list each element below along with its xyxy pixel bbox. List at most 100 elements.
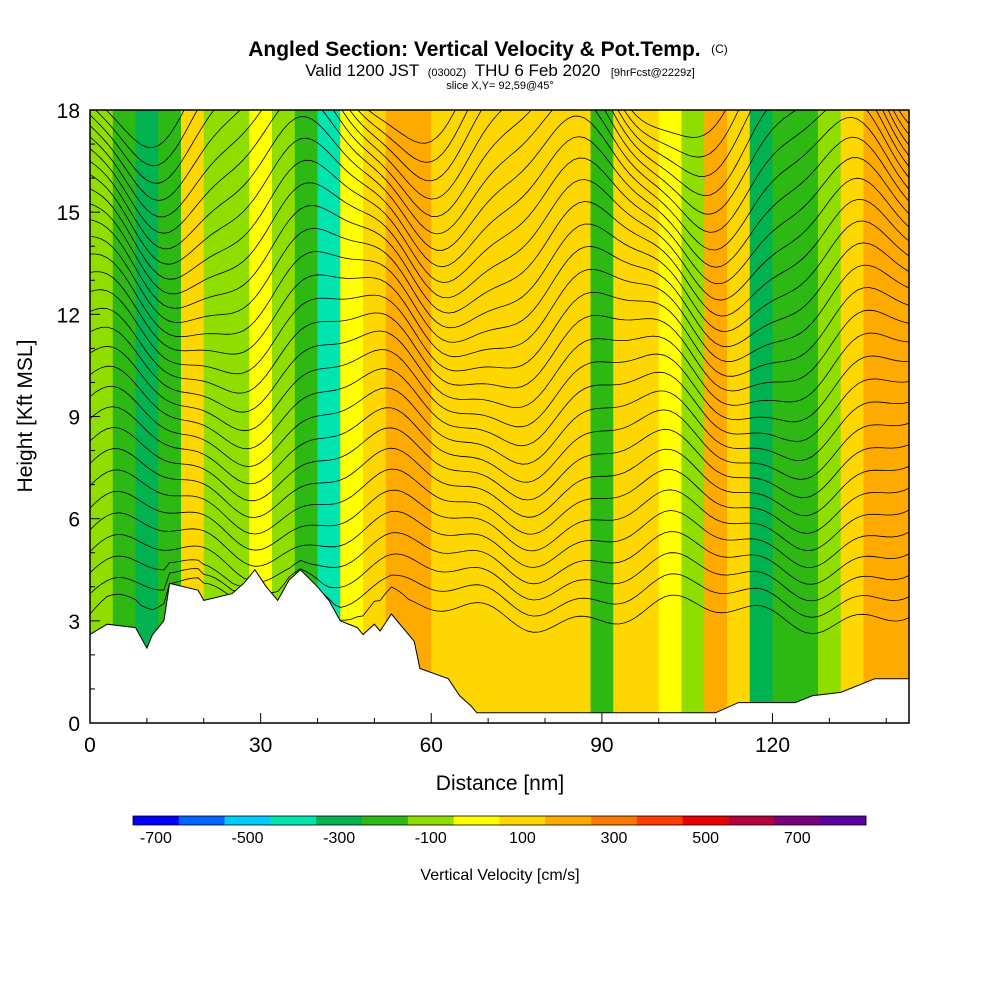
velocity-band — [749, 110, 773, 723]
x-axis: 0 30 60 90 120 — [84, 713, 887, 757]
isentrope-line — [90, 198, 909, 317]
subtitle-date: THU 6 Feb 2020 — [475, 61, 601, 80]
isentrope-line — [90, 552, 909, 602]
velocity-band — [863, 110, 887, 723]
isentrope-line — [90, 365, 909, 450]
velocity-band — [590, 110, 614, 723]
y-tick-label: 0 — [68, 713, 80, 736]
isentrope-line — [90, 427, 909, 502]
colorbar-tick-label: -700 — [140, 830, 172, 847]
colorbar-swatch — [591, 816, 638, 825]
isentrope-line — [90, 489, 909, 552]
colorbar-swatch — [133, 816, 180, 825]
velocity-band — [385, 110, 409, 723]
isentrope-line — [90, 242, 909, 348]
velocity-band — [681, 110, 705, 723]
x-tick-label: 120 — [755, 734, 790, 757]
velocity-band — [727, 110, 751, 723]
velocity-band — [408, 110, 432, 723]
x-tick-label: 0 — [84, 734, 96, 757]
isentrope-line — [90, 110, 909, 201]
chart-title-unit: (C) — [711, 42, 728, 56]
velocity-band — [886, 110, 909, 723]
terrain-mask — [90, 568, 909, 723]
colorbar-tick-label: -500 — [232, 830, 264, 847]
velocity-band — [272, 110, 296, 723]
velocity-band — [135, 110, 159, 723]
isentrope-line — [90, 510, 909, 568]
colorbar-swatch — [362, 816, 409, 825]
velocity-band — [840, 110, 864, 723]
x-tick-label: 30 — [249, 734, 272, 757]
velocity-band — [658, 110, 682, 723]
x-tick-label: 90 — [590, 734, 613, 757]
isentrope-line — [90, 577, 909, 635]
chart-title: Angled Section: Vertical Velocity & Pot.… — [248, 38, 728, 61]
chart-title-main: Angled Section: Vertical Velocity & Pot.… — [248, 38, 700, 61]
chart-subtitle: Valid 1200 JST (0300Z) THU 6 Feb 2020 [9… — [305, 61, 695, 80]
x-tick-label: 60 — [420, 734, 443, 757]
isentrope-line — [90, 468, 909, 535]
y-tick-label: 3 — [68, 611, 80, 634]
colorbar-swatch — [636, 816, 684, 825]
velocity-band — [567, 110, 591, 723]
isentrope-line — [90, 531, 909, 585]
isentrope-line — [90, 287, 909, 377]
colorbar-tick-label: 300 — [601, 830, 628, 847]
colorbar-swatch — [545, 816, 592, 825]
isentrope-line — [90, 115, 909, 251]
pot-temp-contours — [90, 110, 909, 635]
isentrope-line — [90, 110, 909, 235]
isentrope-line — [90, 406, 909, 485]
subtitle-zulu: (0300Z) — [428, 67, 467, 79]
isentrope-line — [90, 307, 909, 394]
colorbar-swatch — [682, 816, 729, 825]
y-axis: 0 3 6 9 12 15 18 — [57, 100, 100, 736]
colorbar: -700 -500 -300 -100 100 300 500 700 — [132, 815, 867, 847]
y-tick-label: 18 — [57, 100, 80, 123]
velocity-band — [431, 110, 455, 723]
isentrope-line — [90, 177, 909, 301]
y-tick-label: 9 — [68, 407, 80, 430]
y-tick-label: 12 — [57, 304, 80, 327]
velocity-band — [363, 110, 387, 723]
slice-label: slice X,Y= 92,59@45° — [446, 80, 554, 92]
colorbar-swatch — [728, 816, 775, 825]
isentrope-line — [90, 385, 909, 468]
colorbar-frame — [132, 815, 867, 826]
velocity-band — [112, 110, 136, 723]
velocity-band — [317, 110, 341, 723]
colorbar-swatch — [453, 816, 500, 825]
colorbar-swatch — [224, 816, 271, 825]
x-axis-label: Distance [nm] — [436, 772, 564, 795]
colorbar-label: Vertical Velocity [cm/s] — [420, 867, 579, 884]
velocity-band — [636, 110, 660, 723]
colorbar-swatch — [316, 816, 363, 825]
y-tick-label: 6 — [68, 509, 80, 532]
velocity-band — [795, 110, 819, 723]
subtitle-forecast: [9hrFcst@2229z] — [611, 67, 695, 79]
velocity-band — [454, 110, 478, 723]
velocity-band — [613, 110, 637, 723]
velocity-band — [772, 110, 796, 723]
velocity-band — [226, 110, 250, 723]
colorbar-tick-label: 500 — [692, 830, 719, 847]
isentrope-line — [90, 220, 909, 332]
colorbar-swatch — [178, 816, 225, 825]
colorbar-tick-label: -100 — [415, 830, 447, 847]
colorbar-tick-label: -300 — [323, 830, 355, 847]
y-tick-label: 15 — [57, 202, 80, 225]
isentrope-line — [90, 447, 909, 518]
velocity-band — [704, 110, 728, 723]
colorbar-swatch — [774, 816, 821, 825]
colorbar-swatch — [270, 816, 317, 825]
y-axis-label: Height [Kft MSL] — [14, 340, 37, 493]
isentrope-line — [90, 326, 909, 413]
plot-area — [90, 110, 909, 723]
colorbar-tick-label: 100 — [509, 830, 536, 847]
velocity-band — [522, 110, 546, 723]
colorbar-swatch — [820, 816, 867, 825]
isentrope-line — [90, 136, 909, 268]
isentrope-line — [90, 157, 909, 285]
